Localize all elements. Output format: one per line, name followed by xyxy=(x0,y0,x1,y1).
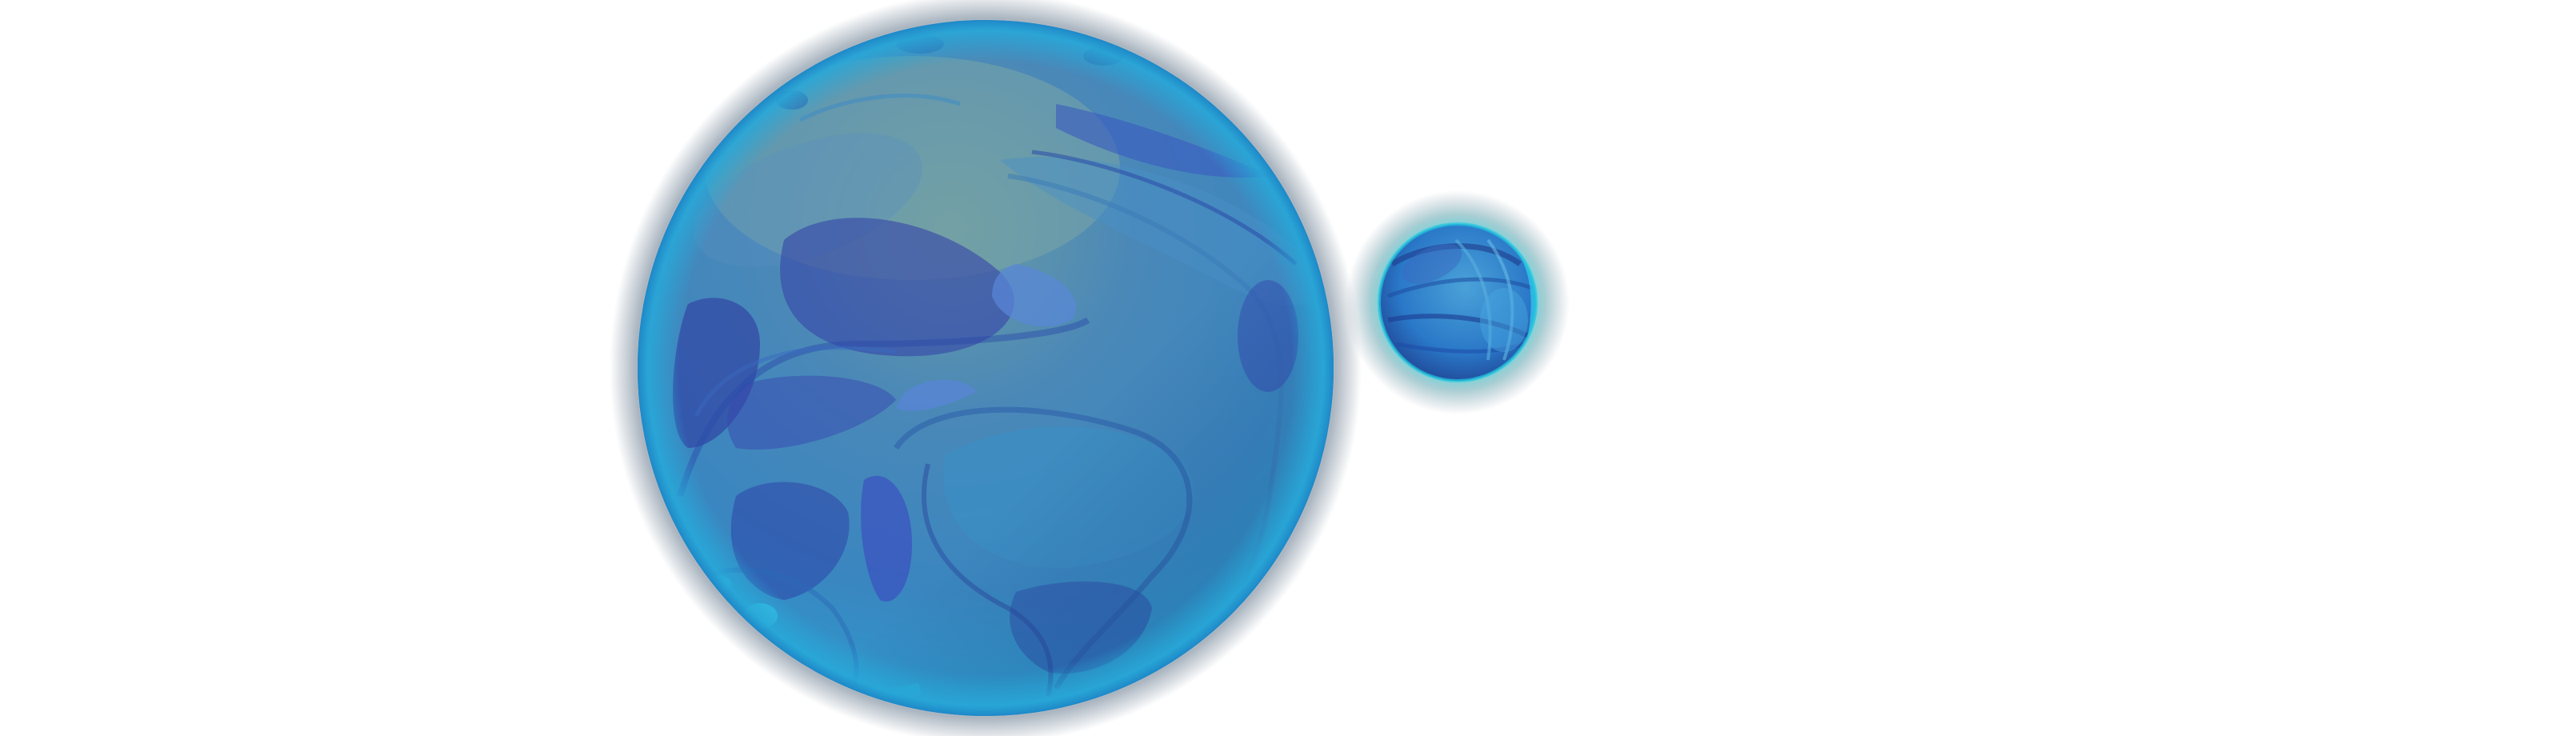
small-moon xyxy=(1346,190,1570,414)
large-planet-rim xyxy=(638,20,1334,716)
small-moon-rim xyxy=(1378,222,1538,382)
large-planet xyxy=(610,0,1362,736)
